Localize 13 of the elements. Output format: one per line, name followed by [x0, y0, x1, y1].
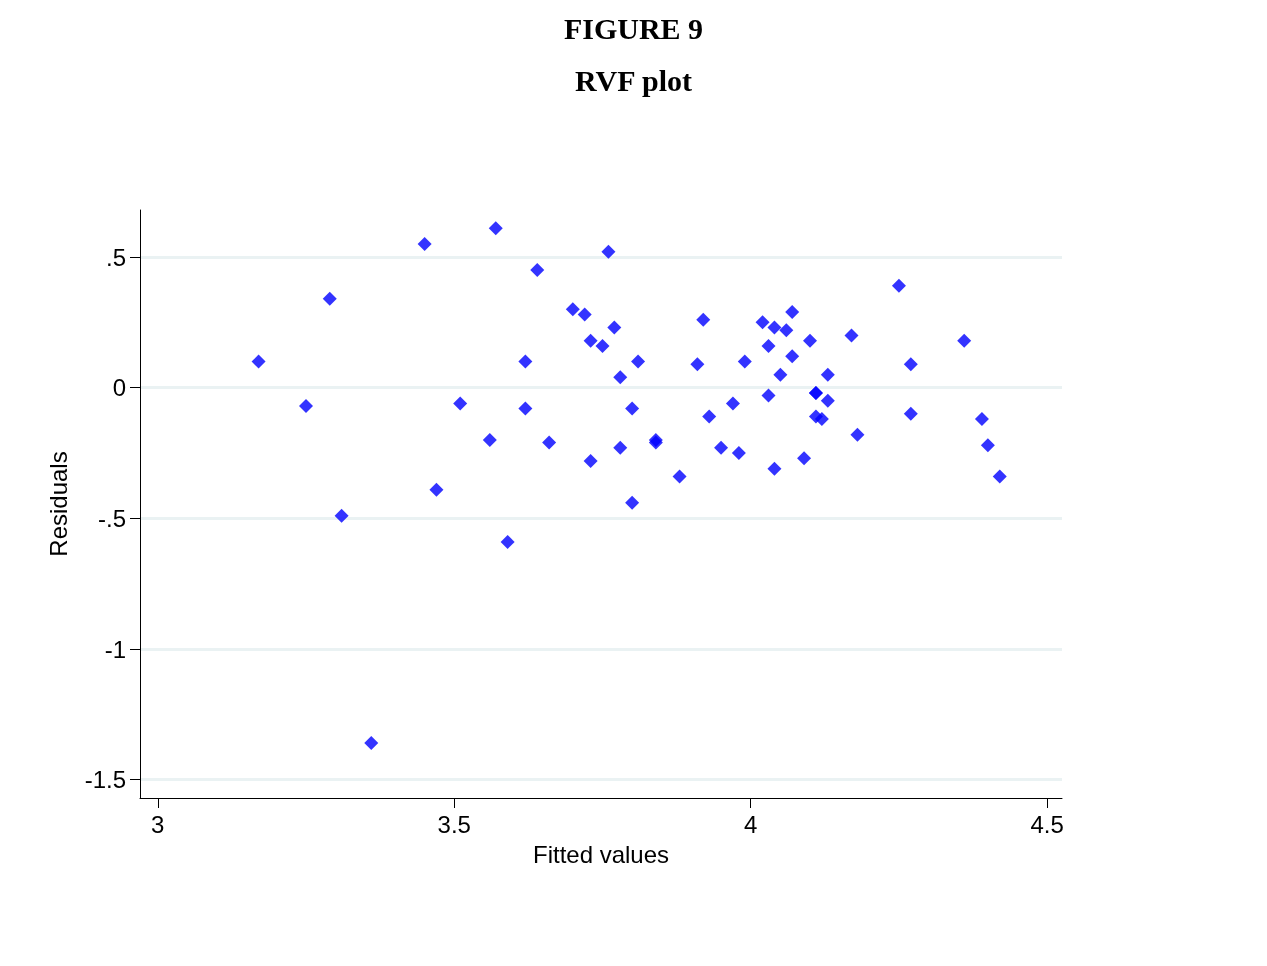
y-tick-label: .5	[105, 243, 126, 271]
y-tick-label: 0	[112, 374, 126, 402]
x-axis-title: Fitted values	[532, 840, 670, 868]
x-tick-label: 3	[151, 810, 165, 838]
y-axis-title: Residuals	[44, 451, 72, 557]
y-tick-label: -1	[104, 635, 126, 663]
y-tick-label: -1.5	[84, 766, 126, 794]
x-tick-label: 4.5	[1030, 810, 1064, 838]
chart-title: FIGURE 9	[563, 11, 704, 45]
x-tick-label: 3.5	[437, 810, 471, 838]
y-tick-label: -.5	[97, 504, 126, 532]
chart-subtitle: RVF plot	[575, 63, 693, 97]
x-tick-label: 4	[744, 810, 758, 838]
